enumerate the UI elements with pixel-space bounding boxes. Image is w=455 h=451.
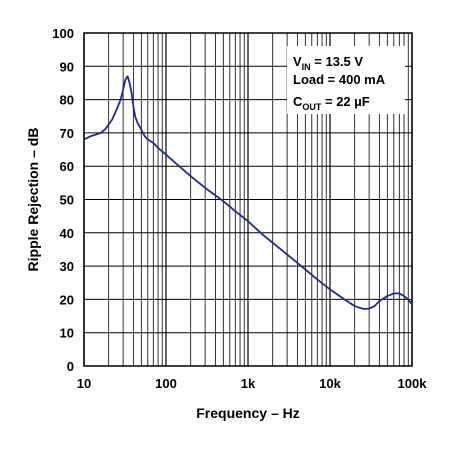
cout-value: = 22 µF	[321, 94, 369, 109]
y-tick-label: 50	[60, 193, 74, 208]
vin-annotation: VIN = 13.5 V	[293, 54, 363, 72]
y-tick-label: 30	[60, 259, 74, 274]
x-tick-label: 1k	[241, 376, 256, 391]
cout-label: C	[293, 94, 303, 109]
vin-subscript: IN	[302, 62, 311, 72]
y-tick-label: 0	[67, 359, 74, 374]
y-tick-label: 100	[52, 26, 74, 41]
annotation-background	[287, 46, 405, 114]
cout-subscript: OUT	[302, 102, 322, 112]
y-axis-ticks: 0 10 20 30 40 50 60 70 80 90 100	[52, 26, 74, 374]
ripple-rejection-line	[83, 75, 413, 310]
x-axis-title: Frequency – Hz	[196, 405, 299, 421]
y-tick-label: 90	[60, 59, 74, 74]
vin-value: = 13.5 V	[311, 54, 364, 69]
y-tick-label: 40	[60, 226, 74, 241]
x-tick-label: 100	[155, 376, 177, 391]
y-tick-label: 80	[60, 93, 74, 108]
vin-label: V	[293, 54, 302, 69]
y-tick-label: 70	[60, 126, 74, 141]
y-tick-label: 10	[60, 326, 74, 341]
annotation-box: VIN = 13.5 V Load = 400 mA COUT = 22 µF	[287, 46, 405, 114]
y-tick-label: 60	[60, 159, 74, 174]
x-axis-ticks: 10 100 1k 10k 100k	[77, 376, 427, 391]
plot-frame	[83, 32, 413, 367]
x-tick-label: 100k	[398, 376, 428, 391]
load-annotation: Load = 400 mA	[293, 72, 386, 87]
y-axis-title: Ripple Rejection – dB	[25, 128, 41, 272]
x-tick-label: 10k	[319, 376, 341, 391]
x-tick-label: 10	[77, 376, 91, 391]
cout-annotation: COUT = 22 µF	[293, 94, 370, 112]
y-tick-label: 20	[60, 292, 74, 307]
